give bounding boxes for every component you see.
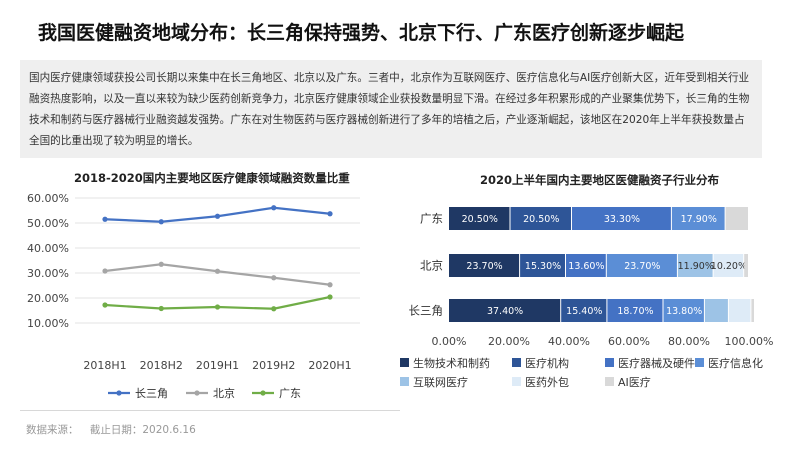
data-point — [271, 306, 277, 312]
description-paragraph: 国内医疗健康领域获投公司长期以来集中在长三角地区、北京以及广东。三者中，北京作为… — [20, 60, 762, 158]
x-tick-label: 0.00% — [432, 335, 467, 348]
y-tick-label: 40.00% — [27, 242, 69, 255]
data-label: 11.90% — [678, 261, 714, 272]
legend-label: AI医疗 — [618, 375, 651, 389]
legend-label: 北京 — [213, 386, 235, 400]
x-tick-label: 100.00% — [725, 335, 774, 348]
bar-segment — [449, 299, 561, 322]
data-point — [214, 268, 221, 274]
y-tick-label: 10.00% — [27, 317, 69, 330]
bar-segment — [677, 254, 713, 277]
legend-label: 生物技术和制药 — [413, 356, 490, 370]
y-tick-label: 60.00% — [27, 192, 69, 205]
bar-segment — [572, 207, 671, 230]
series-line — [104, 263, 331, 286]
legend-label: 长三角 — [135, 387, 168, 400]
data-label: 23.70% — [624, 261, 660, 272]
bar-chart-title: 2020上半年国内主要地区医健融资子行业分布 — [480, 173, 720, 187]
data-point — [327, 294, 333, 300]
data-point — [271, 205, 277, 211]
bar-segment — [663, 299, 704, 322]
data-point — [158, 261, 164, 267]
data-point — [214, 213, 221, 219]
data-point — [327, 211, 333, 217]
x-tick-label: 80.00% — [668, 335, 710, 348]
data-label: 20.50% — [462, 214, 498, 225]
page-title: 我国医健融资地域分布：长三角保持强势、北京下行、广东医疗创新逐步崛起 — [38, 22, 685, 44]
bar-segment — [725, 207, 748, 230]
bar-segment — [713, 254, 744, 277]
x-tick-label: 2020H1 — [308, 359, 351, 372]
data-point — [102, 216, 108, 222]
legend-marker — [260, 390, 266, 396]
x-tick-label: 2019H1 — [196, 359, 239, 372]
footer-source: 数据来源： — [26, 424, 79, 436]
legend-swatch — [512, 358, 521, 367]
bar-segment — [561, 299, 607, 322]
category-label: 北京 — [420, 259, 443, 273]
data-point — [271, 275, 277, 281]
line-chart-title: 2018-2020国内主要地区医疗健康领域融资数量比重 — [74, 171, 350, 185]
category-label: 长三角 — [409, 304, 444, 318]
x-tick-label: 2019H2 — [252, 359, 295, 372]
footer-divider — [20, 410, 400, 411]
line-chart: 10.00% 20.00% 30.00% 40.00% 50.00% 60.00% 2018… — [27, 192, 360, 400]
data-point — [158, 219, 164, 225]
data-label: 17.90% — [681, 214, 717, 225]
data-point — [214, 304, 221, 310]
data-label: 18.70% — [617, 306, 653, 317]
x-tick-label: 20.00% — [488, 335, 530, 348]
legend-swatch — [695, 358, 704, 367]
x-tick-label: 2018H2 — [140, 359, 183, 372]
bar-segment — [510, 207, 571, 230]
bar-segment — [449, 254, 520, 277]
legend-label: 医疗器械及硬件 — [618, 356, 695, 370]
x-tick-label: 2018H1 — [83, 359, 126, 372]
category-label: 广东 — [420, 212, 443, 226]
data-label: 20.50% — [523, 214, 559, 225]
x-tick-label: 60.00% — [608, 335, 650, 348]
data-point — [102, 302, 108, 308]
footer: 数据来源： 截止日期：2020.6.16 — [26, 422, 204, 437]
stacked-bar-chart: 广东 20.50% 20.50% 33.30% 17.90% 北京 23.70% 15.30%… — [400, 207, 774, 389]
data-label: 37.40% — [487, 306, 523, 317]
data-label: 15.30% — [525, 261, 561, 272]
data-label: 15.40% — [566, 306, 602, 317]
legend-label: 医疗机构 — [525, 356, 569, 370]
legend-swatch — [605, 358, 614, 367]
legend-label: 广东 — [279, 387, 301, 400]
data-label: 13.80% — [666, 306, 702, 317]
legend-swatch — [400, 358, 409, 367]
footer-date: 截止日期：2020.6.16 — [89, 424, 196, 436]
legend-label: 医疗信息化 — [708, 356, 763, 370]
legend-label: 医药外包 — [525, 376, 569, 389]
data-label: 33.30% — [604, 214, 640, 225]
bar-segment — [744, 254, 748, 277]
bar-segment — [520, 254, 565, 277]
bar-segment — [671, 207, 725, 230]
legend-marker — [116, 390, 122, 396]
data-point — [158, 305, 164, 312]
bar-segment — [449, 207, 510, 230]
bar-segment — [704, 299, 728, 322]
bar-segment — [606, 254, 677, 277]
data-label: 13.60% — [568, 261, 604, 272]
bar-segment — [607, 299, 663, 322]
legend-swatch — [400, 377, 409, 386]
bar-segment — [566, 254, 606, 277]
data-point — [327, 282, 333, 288]
x-tick-label: 40.00% — [548, 335, 590, 348]
y-tick-label: 20.00% — [27, 292, 69, 305]
data-point — [102, 268, 108, 274]
legend-marker — [194, 390, 200, 396]
bar-segment — [728, 299, 751, 322]
legend-swatch — [605, 377, 614, 386]
bar-segment — [751, 299, 754, 322]
y-tick-label: 30.00% — [27, 267, 69, 280]
data-label: 23.70% — [466, 261, 502, 272]
data-label: 10.20% — [711, 261, 747, 272]
legend-label: 互联网医疗 — [413, 375, 468, 389]
legend-swatch — [512, 377, 521, 386]
y-tick-label: 50.00% — [27, 217, 69, 230]
